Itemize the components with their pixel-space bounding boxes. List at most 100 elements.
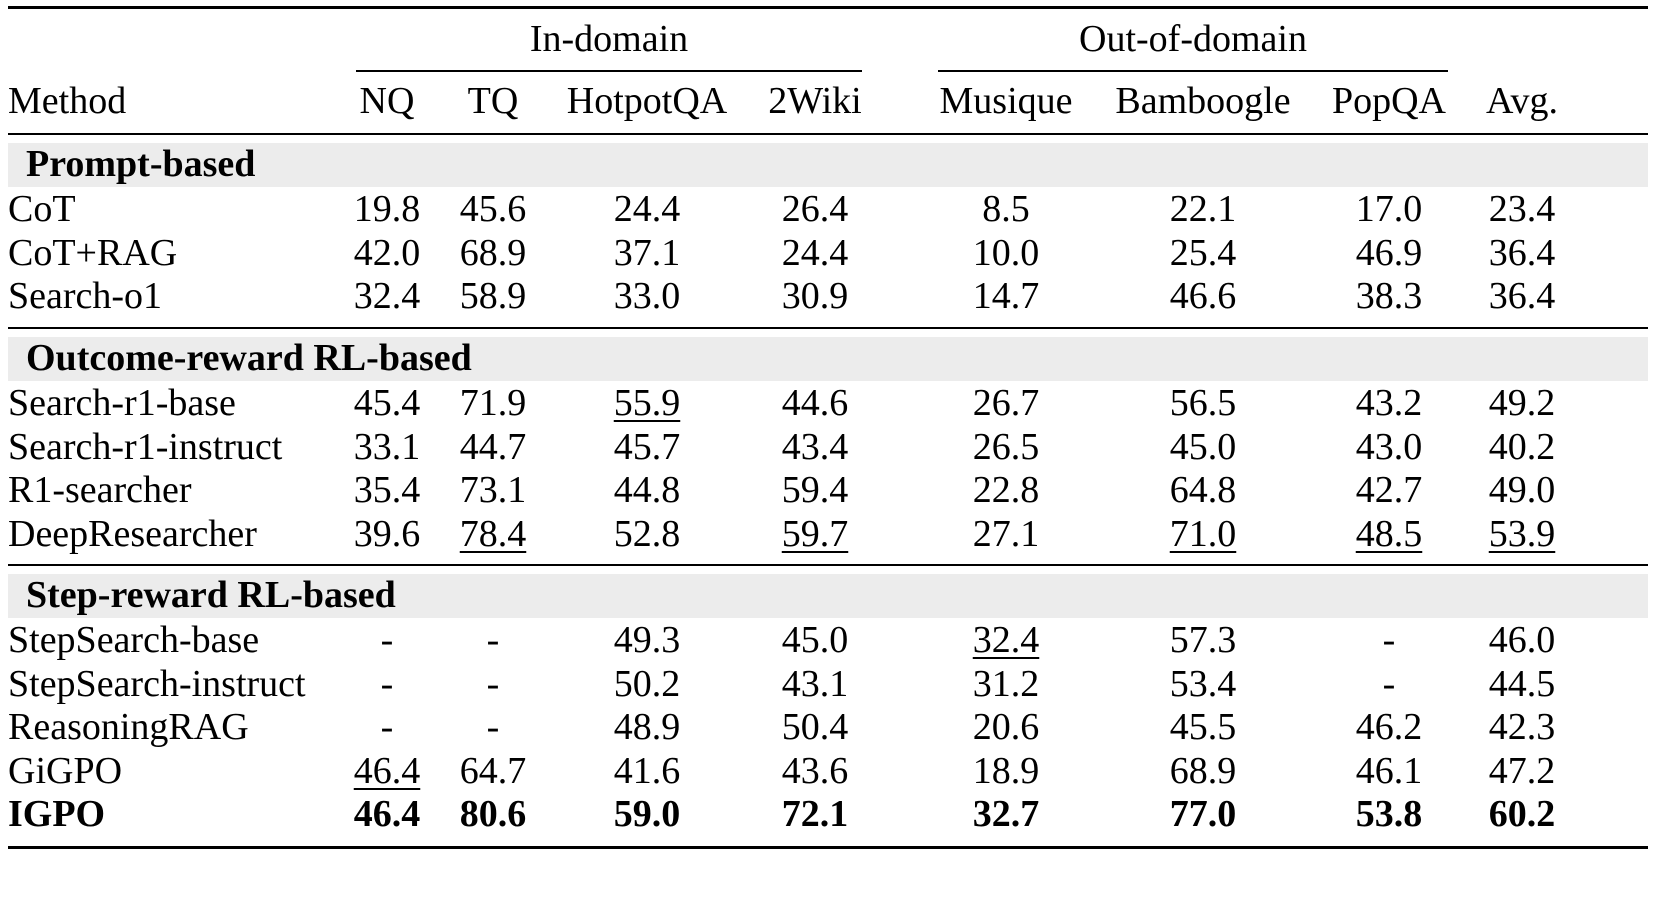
score-hotpotqa: 50.2 (613, 663, 681, 705)
score-tq: 78.4 (459, 513, 527, 555)
column-header-2wiki: 2Wiki (768, 80, 862, 122)
score-hotpotqa: 59.0 (613, 793, 681, 835)
section-rule (8, 327, 1648, 329)
score-popqa: 43.2 (1355, 382, 1423, 424)
score-2wiki: 50.4 (781, 706, 849, 748)
column-header-method: Method (8, 80, 127, 122)
score-popqa: 48.5 (1355, 513, 1423, 555)
score-avg: 36.4 (1488, 232, 1556, 274)
score-nq: 33.1 (353, 426, 421, 468)
method-name: IGPO (8, 793, 106, 835)
score-avg: 49.0 (1488, 469, 1556, 511)
method-name: CoT+RAG (8, 232, 178, 274)
score-2wiki: 43.1 (781, 663, 849, 705)
score-bamboogle: 53.4 (1169, 663, 1237, 705)
group-header-in-domain: In-domain (529, 18, 689, 60)
method-name: Search-r1-base (8, 382, 236, 424)
score-popqa: 42.7 (1355, 469, 1423, 511)
section-title: Prompt-based (26, 143, 256, 185)
score-2wiki: 59.4 (781, 469, 849, 511)
score-musique: 31.2 (972, 663, 1040, 705)
score-2wiki: 72.1 (781, 793, 849, 835)
score-2wiki: 43.4 (781, 426, 849, 468)
score-musique: 14.7 (972, 275, 1040, 317)
column-header-avg: Avg. (1485, 80, 1559, 122)
score-nq: - (380, 706, 394, 748)
score-hotpotqa: 48.9 (613, 706, 681, 748)
score-nq: 42.0 (353, 232, 421, 274)
score-2wiki: 43.6 (781, 750, 849, 792)
score-2wiki: 44.6 (781, 382, 849, 424)
score-tq: - (486, 706, 500, 748)
score-nq: 35.4 (353, 469, 421, 511)
section-title: Step-reward RL-based (26, 574, 396, 616)
score-bamboogle: 64.8 (1169, 469, 1237, 511)
section-title: Outcome-reward RL-based (26, 337, 472, 379)
section-band (8, 574, 1648, 618)
score-bamboogle: 71.0 (1169, 513, 1237, 555)
section-band (8, 143, 1648, 187)
score-avg: 49.2 (1488, 382, 1556, 424)
score-nq: 45.4 (353, 382, 421, 424)
score-musique: 26.5 (972, 426, 1040, 468)
method-name: Search-o1 (8, 275, 163, 317)
score-bamboogle: 57.3 (1169, 619, 1237, 661)
column-header-musique: Musique (939, 80, 1073, 122)
score-popqa: 53.8 (1355, 793, 1423, 835)
group-header-out-of-domain: Out-of-domain (1079, 18, 1307, 60)
score-nq: 39.6 (353, 513, 421, 555)
score-nq: 32.4 (353, 275, 421, 317)
score-bamboogle: 68.9 (1169, 750, 1237, 792)
score-hotpotqa: 45.7 (613, 426, 681, 468)
method-name: CoT (8, 188, 76, 230)
score-avg: 44.5 (1488, 663, 1556, 705)
score-bamboogle: 45.0 (1169, 426, 1237, 468)
column-header-bamboogle: Bamboogle (1115, 80, 1291, 122)
column-header-hotpotqa: HotpotQA (566, 80, 728, 122)
method-name: Search-r1-instruct (8, 426, 283, 468)
score-bamboogle: 22.1 (1169, 188, 1237, 230)
bottom-rule (8, 846, 1648, 849)
score-musique: 8.5 (982, 188, 1030, 230)
score-bamboogle: 56.5 (1169, 382, 1237, 424)
score-hotpotqa: 41.6 (613, 750, 681, 792)
score-nq: - (380, 663, 394, 705)
score-nq: 46.4 (353, 750, 421, 792)
score-popqa: 43.0 (1355, 426, 1423, 468)
score-hotpotqa: 55.9 (613, 382, 681, 424)
score-bamboogle: 77.0 (1169, 793, 1237, 835)
score-2wiki: 26.4 (781, 188, 849, 230)
method-name: R1-searcher (8, 469, 192, 511)
score-tq: 45.6 (459, 188, 527, 230)
method-name: StepSearch-instruct (8, 663, 306, 705)
column-header-popqa: PopQA (1331, 80, 1447, 122)
header-rule (8, 133, 1648, 135)
score-nq: 19.8 (353, 188, 421, 230)
score-popqa: 17.0 (1355, 188, 1423, 230)
score-popqa: 46.2 (1355, 706, 1423, 748)
score-avg: 46.0 (1488, 619, 1556, 661)
column-header-tq: TQ (467, 80, 519, 122)
score-hotpotqa: 52.8 (613, 513, 681, 555)
score-tq: 44.7 (459, 426, 527, 468)
score-musique: 32.4 (972, 619, 1040, 661)
score-2wiki: 24.4 (781, 232, 849, 274)
score-avg: 60.2 (1488, 793, 1556, 835)
score-tq: 71.9 (459, 382, 527, 424)
score-musique: 18.9 (972, 750, 1040, 792)
score-hotpotqa: 24.4 (613, 188, 681, 230)
score-musique: 20.6 (972, 706, 1040, 748)
method-name: ReasoningRAG (8, 706, 249, 748)
score-musique: 10.0 (972, 232, 1040, 274)
score-popqa: 46.1 (1355, 750, 1423, 792)
score-musique: 27.1 (972, 513, 1040, 555)
score-tq: - (486, 619, 500, 661)
score-musique: 26.7 (972, 382, 1040, 424)
score-nq: - (380, 619, 394, 661)
score-popqa: 38.3 (1355, 275, 1423, 317)
score-avg: 42.3 (1488, 706, 1556, 748)
score-bamboogle: 45.5 (1169, 706, 1237, 748)
out-of-domain-group-rule (938, 70, 1448, 72)
score-hotpotqa: 33.0 (613, 275, 681, 317)
